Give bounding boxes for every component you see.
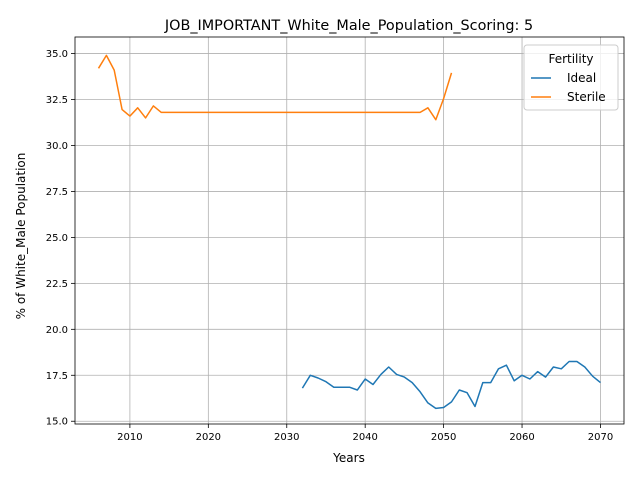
y-tick-label: 32.5	[46, 95, 68, 106]
y-tick-label: 20.0	[46, 325, 68, 336]
legend-label-sterile: Sterile	[567, 90, 606, 104]
legend-box	[523, 44, 619, 111]
x-axis-label: Years	[332, 451, 365, 465]
y-axis-label: % of White_Male Population	[14, 153, 28, 320]
legend-label-ideal: Ideal	[567, 71, 596, 85]
grid	[75, 37, 624, 424]
plot-frame	[74, 36, 625, 425]
y-tick-label: 35.0	[46, 49, 68, 60]
axis-ticks: 2010 2020 2030 2040 2050 2060 2070 15.0 17.5 20.0…	[46, 49, 613, 443]
y-tick-label: 17.5	[46, 371, 68, 382]
series-line-ideal	[301, 360, 601, 410]
chart-title: JOB_IMPORTANT_White_Male_Population_Scor…	[164, 18, 533, 34]
x-tick-label: 2060	[509, 432, 534, 443]
y-tick-label: 27.5	[46, 187, 68, 198]
y-tick-label: 30.0	[46, 141, 68, 152]
y-tick-label: 22.5	[46, 279, 68, 290]
x-tick-label: 2010	[117, 432, 142, 443]
x-tick-label: 2040	[352, 432, 377, 443]
x-tick-label: 2020	[196, 432, 221, 443]
series-lines	[97, 54, 601, 410]
legend-title: Fertility	[548, 52, 593, 66]
y-tick-label: 15.0	[46, 417, 68, 428]
x-tick-label: 2030	[274, 432, 299, 443]
legend: Fertility Ideal Sterile	[523, 44, 619, 111]
x-tick-label: 2050	[431, 432, 456, 443]
series-line-sterile	[97, 54, 453, 121]
y-tick-label: 25.0	[46, 233, 68, 244]
x-tick-label: 2070	[588, 432, 613, 443]
